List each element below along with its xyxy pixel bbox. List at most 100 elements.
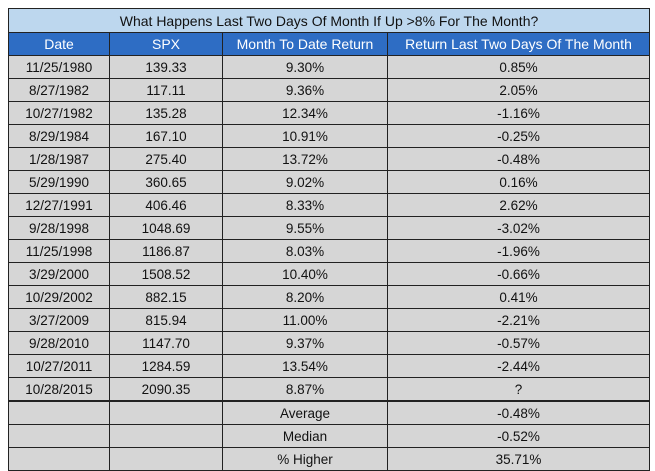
mtd-return-cell: 12.34% <box>222 101 388 125</box>
spx-cell: 2090.35 <box>109 377 223 402</box>
mtd-return-cell: 8.20% <box>222 285 388 309</box>
date-cell: 11/25/1998 <box>8 239 110 263</box>
date-cell: 11/25/1980 <box>8 55 110 79</box>
summary-label: Median <box>222 424 388 448</box>
mtd-return-cell: 9.36% <box>222 78 388 102</box>
header-row: Date SPX Month To Date Return Return Las… <box>8 32 651 56</box>
summary-empty-cell <box>8 447 110 471</box>
table-row: 9/28/1998 1048.69 9.55% -3.02% <box>8 216 651 240</box>
table-container: What Happens Last Two Days Of Month If U… <box>7 8 651 471</box>
date-cell: 9/28/2010 <box>8 331 110 355</box>
table-row: 9/28/2010 1147.70 9.37% -0.57% <box>8 331 651 355</box>
table-row: 11/25/1980 139.33 9.30% 0.85% <box>8 55 651 79</box>
mtd-return-cell: 13.72% <box>222 147 388 171</box>
last-two-days-return-cell: 2.05% <box>386 78 651 102</box>
date-cell: 3/29/2000 <box>8 262 110 286</box>
date-cell: 10/29/2002 <box>8 285 110 309</box>
summary-label: Average <box>222 400 388 425</box>
header-return-last-two-days: Return Last Two Days Of The Month <box>386 32 651 56</box>
table-body: 11/25/1980 139.33 9.30% 0.85% 8/27/1982 117.1… <box>8 55 651 471</box>
mtd-return-cell: 8.03% <box>222 239 388 263</box>
mtd-return-cell: 9.55% <box>222 216 388 240</box>
table-row: 3/27/2009 815.94 11.00% -2.21% <box>8 308 651 332</box>
last-two-days-return-cell: 0.41% <box>386 285 651 309</box>
last-two-days-return-cell: ? <box>386 377 651 402</box>
returns-table: What Happens Last Two Days Of Month If U… <box>7 8 651 471</box>
summary-value: -0.48% <box>386 400 651 425</box>
spx-cell: 117.11 <box>109 78 223 102</box>
summary-empty-cell <box>109 400 223 425</box>
table-row: 8/29/1984 167.10 10.91% -0.25% <box>8 124 651 148</box>
mtd-return-cell: 8.33% <box>222 193 388 217</box>
last-two-days-return-cell: -3.02% <box>386 216 651 240</box>
date-cell: 8/29/1984 <box>8 124 110 148</box>
mtd-return-cell: 11.00% <box>222 308 388 332</box>
mtd-return-cell: 9.37% <box>222 331 388 355</box>
date-cell: 1/28/1987 <box>8 147 110 171</box>
date-cell: 3/27/2009 <box>8 308 110 332</box>
mtd-return-cell: 9.02% <box>222 170 388 194</box>
last-two-days-return-cell: 0.16% <box>386 170 651 194</box>
spx-cell: 167.10 <box>109 124 223 148</box>
mtd-return-cell: 13.54% <box>222 354 388 378</box>
spx-cell: 360.65 <box>109 170 223 194</box>
summary-value: 35.71% <box>386 447 651 471</box>
spx-cell: 406.46 <box>109 193 223 217</box>
table-row: 12/27/1991 406.46 8.33% 2.62% <box>8 193 651 217</box>
summary-empty-cell <box>8 424 110 448</box>
summary-value: -0.52% <box>386 424 651 448</box>
date-cell: 9/28/1998 <box>8 216 110 240</box>
last-two-days-return-cell: -0.48% <box>386 147 651 171</box>
spx-cell: 135.28 <box>109 101 223 125</box>
spx-cell: 815.94 <box>109 308 223 332</box>
mtd-return-cell: 10.40% <box>222 262 388 286</box>
table-row: 5/29/1990 360.65 9.02% 0.16% <box>8 170 651 194</box>
table-row: 10/28/2015 2090.35 8.87%? <box>8 377 651 402</box>
date-cell: 10/27/1982 <box>8 101 110 125</box>
mtd-return-cell: 8.87% <box>222 377 388 402</box>
last-two-days-return-cell: -2.21% <box>386 308 651 332</box>
summary-empty-cell <box>109 424 223 448</box>
spx-cell: 882.15 <box>109 285 223 309</box>
mtd-return-cell: 9.30% <box>222 55 388 79</box>
last-two-days-return-cell: -1.96% <box>386 239 651 263</box>
last-two-days-return-cell: -2.44% <box>386 354 651 378</box>
summary-row: Median -0.52% <box>8 424 651 448</box>
table-row: 10/27/2011 1284.59 13.54% -2.44% <box>8 354 651 378</box>
spx-cell: 139.33 <box>109 55 223 79</box>
mtd-return-cell: 10.91% <box>222 124 388 148</box>
spx-cell: 1147.70 <box>109 331 223 355</box>
summary-label: % Higher <box>222 447 388 471</box>
header-month-to-date-return: Month To Date Return <box>222 32 388 56</box>
last-two-days-return-cell: -0.66% <box>386 262 651 286</box>
summary-empty-cell <box>109 447 223 471</box>
summary-row: % Higher 35.71% <box>8 447 651 471</box>
table-row: 11/25/1998 1186.87 8.03% -1.96% <box>8 239 651 263</box>
last-two-days-return-cell: 2.62% <box>386 193 651 217</box>
table-row: 10/27/1982 135.28 12.34% -1.16% <box>8 101 651 125</box>
date-cell: 10/27/2011 <box>8 354 110 378</box>
table-row: 10/29/2002 882.15 8.20% 0.41% <box>8 285 651 309</box>
spx-cell: 1508.52 <box>109 262 223 286</box>
last-two-days-return-cell: -0.57% <box>386 331 651 355</box>
summary-row: Average -0.48% <box>8 400 651 425</box>
spx-cell: 1186.87 <box>109 239 223 263</box>
spx-cell: 1048.69 <box>109 216 223 240</box>
header-spx: SPX <box>109 32 223 56</box>
date-cell: 12/27/1991 <box>8 193 110 217</box>
last-two-days-return-cell: 0.85% <box>386 55 651 79</box>
title-row: What Happens Last Two Days Of Month If U… <box>7 8 651 33</box>
date-cell: 5/29/1990 <box>8 170 110 194</box>
date-cell: 8/27/1982 <box>8 78 110 102</box>
table-row: 1/28/1987 275.40 13.72% -0.48% <box>8 147 651 171</box>
table-row: 3/29/2000 1508.52 10.40% -0.66% <box>8 262 651 286</box>
header-date: Date <box>8 32 110 56</box>
summary-empty-cell <box>8 400 110 425</box>
date-cell: 10/28/2015 <box>8 377 110 402</box>
last-two-days-return-cell: -0.25% <box>386 124 651 148</box>
spx-cell: 275.40 <box>109 147 223 171</box>
table-row: 8/27/1982 117.11 9.36% 2.05% <box>8 78 651 102</box>
last-two-days-return-cell: -1.16% <box>386 101 651 125</box>
table-title: What Happens Last Two Days Of Month If U… <box>7 8 651 33</box>
spx-cell: 1284.59 <box>109 354 223 378</box>
